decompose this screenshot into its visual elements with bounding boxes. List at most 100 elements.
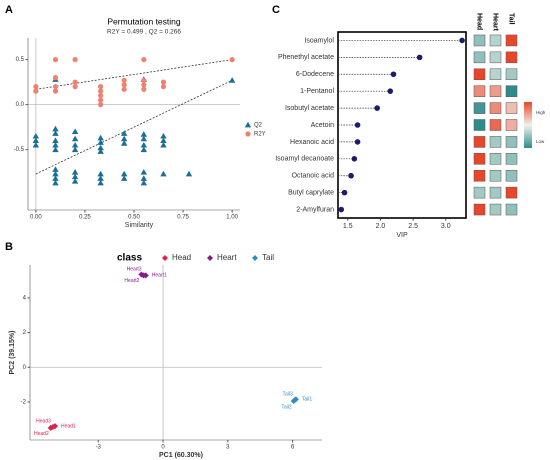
category-label: 2-Amylfuran (296, 206, 334, 213)
point (52, 137, 59, 144)
point (52, 170, 59, 177)
point (244, 121, 252, 128)
point-label: Tail1 (302, 397, 313, 403)
point (120, 170, 128, 177)
point (32, 132, 40, 139)
column-label: Head (476, 13, 483, 30)
point (140, 272, 147, 279)
point (97, 144, 104, 151)
category-label: Isobutyl acetate (285, 105, 334, 112)
point (98, 97, 104, 103)
color-bar-label: High (536, 110, 546, 115)
dot (338, 206, 345, 213)
point (97, 134, 104, 141)
heat-cell (473, 119, 486, 131)
trend-line (35, 59, 233, 90)
point (71, 173, 79, 180)
point (229, 57, 235, 63)
legend-label: Head (172, 253, 191, 262)
dot (416, 54, 423, 61)
category-label: Hexanoic acid (290, 139, 334, 146)
point (140, 179, 148, 186)
category-label: Phenethyl acetate (278, 54, 334, 61)
point (71, 168, 79, 175)
heat-cell (505, 186, 518, 199)
point (52, 130, 59, 136)
point (120, 130, 128, 136)
x-tick-label: 0 (161, 445, 165, 451)
heat-cell (505, 119, 518, 131)
point (160, 137, 167, 144)
heat-cell (489, 119, 502, 131)
legend-marker (252, 255, 258, 261)
heat-cell (505, 203, 518, 216)
point (52, 57, 59, 63)
point (33, 84, 39, 90)
heat-cell (473, 153, 486, 165)
point (71, 146, 79, 153)
point-label: Head2 (34, 431, 49, 437)
point-label: Head3 (36, 418, 51, 424)
legend-title: class (117, 253, 142, 264)
point (52, 84, 59, 90)
legend-label: Q2 (254, 123, 263, 129)
dot (387, 88, 394, 94)
point (121, 77, 127, 83)
point (71, 177, 79, 184)
heat-cell (473, 203, 486, 216)
y-tick-label: 0.5 (16, 57, 25, 63)
dot (459, 37, 465, 44)
point (98, 88, 104, 94)
x-tick-label: 3.0 (441, 223, 451, 230)
point (71, 141, 79, 148)
dot (354, 139, 361, 145)
point (160, 84, 167, 90)
point (49, 424, 56, 431)
column-label: Heart (492, 13, 499, 32)
legend-label: Heart (217, 253, 237, 262)
point (97, 139, 104, 145)
point (141, 77, 147, 83)
point (140, 175, 148, 181)
panel-label: C (272, 4, 280, 16)
heat-cell (473, 102, 486, 114)
point (72, 79, 78, 85)
x-tick-label: 6 (291, 445, 295, 451)
y-tick-label: 0 (23, 365, 27, 371)
point (141, 86, 147, 92)
point (141, 82, 147, 88)
heat-cell (473, 136, 486, 148)
dot (341, 189, 348, 196)
point-label: Tail3 (282, 391, 293, 397)
point (32, 141, 40, 148)
dot (348, 172, 354, 179)
point (52, 166, 59, 172)
heat-cell (505, 68, 518, 81)
point (52, 146, 59, 153)
point (120, 175, 128, 181)
heat-cell (473, 51, 486, 64)
point (98, 84, 104, 90)
dot (390, 71, 397, 78)
heat-cell (489, 153, 502, 165)
heat-cell (505, 102, 518, 114)
x-tick-label: 3 (226, 445, 230, 451)
x-tick-label: 0.25 (79, 215, 91, 221)
point (52, 175, 59, 181)
category-label: Isoamyl decanoate (275, 156, 334, 163)
heat-cell (489, 34, 502, 47)
heat-cell (473, 186, 486, 199)
chart-subtitle: R2Y = 0.499 , Q2 = 0.266 (107, 29, 181, 36)
category-label: 6-Dodecene (296, 71, 334, 78)
point (72, 57, 78, 63)
point (120, 140, 128, 146)
point (121, 82, 127, 88)
heat-cell (505, 85, 518, 97)
category-label: Acetoin (311, 122, 334, 129)
color-bar-label: Low (536, 139, 545, 144)
legend-marker (162, 255, 168, 261)
point (140, 135, 148, 142)
y-tick-label: 2 (23, 330, 27, 336)
x-tick-label: 0.75 (177, 215, 189, 221)
